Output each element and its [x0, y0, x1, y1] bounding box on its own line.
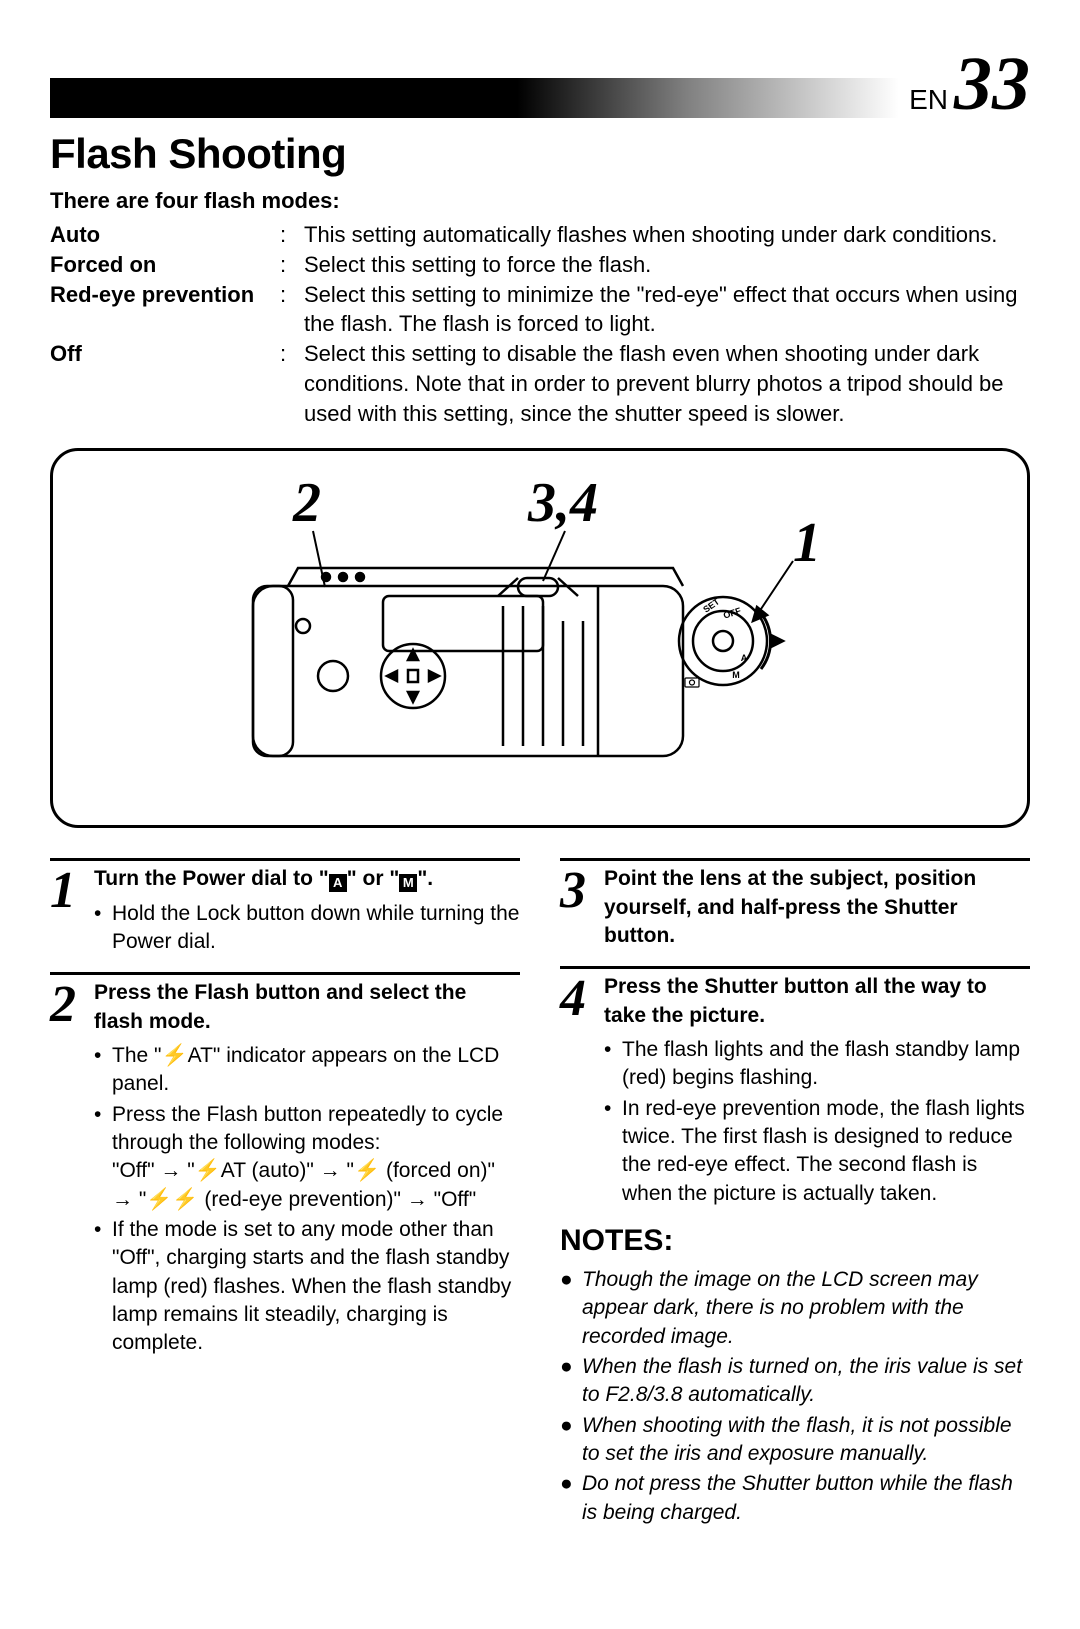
step-bullet: • Press the Flash button repeatedly to c… [94, 1101, 520, 1214]
step-heading: Turn the Power dial to "A" or "M". [94, 865, 520, 893]
section-title: Flash Shooting [50, 130, 1030, 178]
step-heading: Press the Shutter button all the way to … [604, 973, 1030, 1030]
note-item: ● When shooting with the flash, it is no… [560, 1412, 1030, 1469]
step-number: 3 [560, 869, 604, 950]
page-header: EN 33 [50, 50, 1030, 118]
mode-row: Off : Select this setting to disable the… [50, 339, 1030, 428]
step-bullet: • The "⚡AT" indicator appears on the LCD… [94, 1042, 520, 1099]
note-item: ● When the flash is turned on, the iris … [560, 1353, 1030, 1410]
mode-row: Auto : This setting automatically flashe… [50, 220, 1030, 250]
bullet-dot: • [94, 900, 112, 957]
bullet-text: Hold the Lock button down while turning … [112, 900, 520, 957]
step-4: 4 Press the Shutter button all the way t… [560, 966, 1030, 1208]
step-number: 1 [50, 869, 94, 956]
right-column: 3 Point the lens at the subject, positio… [560, 858, 1030, 1529]
bullet-dot: ● [560, 1353, 582, 1410]
step-bullet: • If the mode is set to any mode other t… [94, 1216, 520, 1358]
step-bullet: • Hold the Lock button down while turnin… [94, 900, 520, 957]
a-mode-icon: A [329, 874, 347, 892]
note-text: When the flash is turned on, the iris va… [582, 1353, 1030, 1410]
bullet-dot: ● [560, 1412, 582, 1469]
mode-label: Auto [50, 220, 280, 250]
step-3: 3 Point the lens at the subject, positio… [560, 858, 1030, 950]
mode-desc: Select this setting to disable the flash… [304, 339, 1030, 428]
bullet-dot: • [94, 1042, 112, 1099]
step-bullet: • In red-eye prevention mode, the flash … [604, 1095, 1030, 1208]
note-item: ● Though the image on the LCD screen may… [560, 1266, 1030, 1351]
en-label: EN [909, 84, 948, 116]
note-text: Do not press the Shutter button while th… [582, 1470, 1030, 1527]
mode-row: Forced on : Select this setting to force… [50, 250, 1030, 280]
step-heading: Press the Flash button and select the fl… [94, 979, 520, 1036]
step-2: 2 Press the Flash button and select the … [50, 972, 520, 1357]
camera-illustration: SET OFF A M [243, 526, 803, 786]
dial-a-label: A [741, 653, 748, 663]
note-text: Though the image on the LCD screen may a… [582, 1266, 1030, 1351]
page-number-group: EN 33 [909, 50, 1030, 118]
step-bullet: • The flash lights and the flash standby… [604, 1036, 1030, 1093]
bullet-text: The "⚡AT" indicator appears on the LCD p… [112, 1042, 520, 1099]
mode-label: Red-eye prevention [50, 280, 280, 310]
bullet-text: The flash lights and the flash standby l… [622, 1036, 1030, 1093]
bullet-dot: • [94, 1216, 112, 1358]
mode-desc: Select this setting to minimize the "red… [304, 280, 1030, 339]
camera-figure: 2 3,4 1 [50, 448, 1030, 828]
m-mode-icon: M [399, 874, 417, 892]
flash-modes-table: Auto : This setting automatically flashe… [50, 220, 1030, 428]
notes-list: ● Though the image on the LCD screen may… [560, 1266, 1030, 1527]
note-text: When shooting with the flash, it is not … [582, 1412, 1030, 1469]
bullet-dot: • [604, 1036, 622, 1093]
steps-columns: 1 Turn the Power dial to "A" or "M". • H… [50, 858, 1030, 1529]
note-item: ● Do not press the Shutter button while … [560, 1470, 1030, 1527]
mode-row: Red-eye prevention : Select this setting… [50, 280, 1030, 339]
mode-colon: : [280, 220, 304, 250]
left-column: 1 Turn the Power dial to "A" or "M". • H… [50, 858, 520, 1529]
step-number: 4 [560, 977, 604, 1208]
page-number: 33 [954, 50, 1030, 118]
dial-off-label: OFF [722, 606, 743, 621]
mode-label: Off [50, 339, 280, 369]
mode-label: Forced on [50, 250, 280, 280]
header-gradient [50, 78, 899, 118]
dial-m-label: M [732, 670, 740, 680]
bullet-dot: • [94, 1101, 112, 1214]
bullet-text: If the mode is set to any mode other tha… [112, 1216, 520, 1358]
bullet-dot: • [604, 1095, 622, 1208]
bullet-dot: ● [560, 1266, 582, 1351]
mode-colon: : [280, 339, 304, 369]
mode-colon: : [280, 250, 304, 280]
intro-line: There are four flash modes: [50, 188, 1030, 214]
bullet-text: Press the Flash button repeatedly to cyc… [112, 1101, 520, 1214]
step-1: 1 Turn the Power dial to "A" or "M". • H… [50, 858, 520, 956]
mode-desc: This setting automatically flashes when … [304, 220, 1030, 250]
step-heading: Point the lens at the subject, position … [604, 865, 1030, 950]
mode-colon: : [280, 280, 304, 310]
bullet-dot: ● [560, 1470, 582, 1527]
notes-title: NOTES: [560, 1224, 1030, 1258]
bullet-text: In red-eye prevention mode, the flash li… [622, 1095, 1030, 1208]
step-number: 2 [50, 983, 94, 1357]
mode-desc: Select this setting to force the flash. [304, 250, 1030, 280]
